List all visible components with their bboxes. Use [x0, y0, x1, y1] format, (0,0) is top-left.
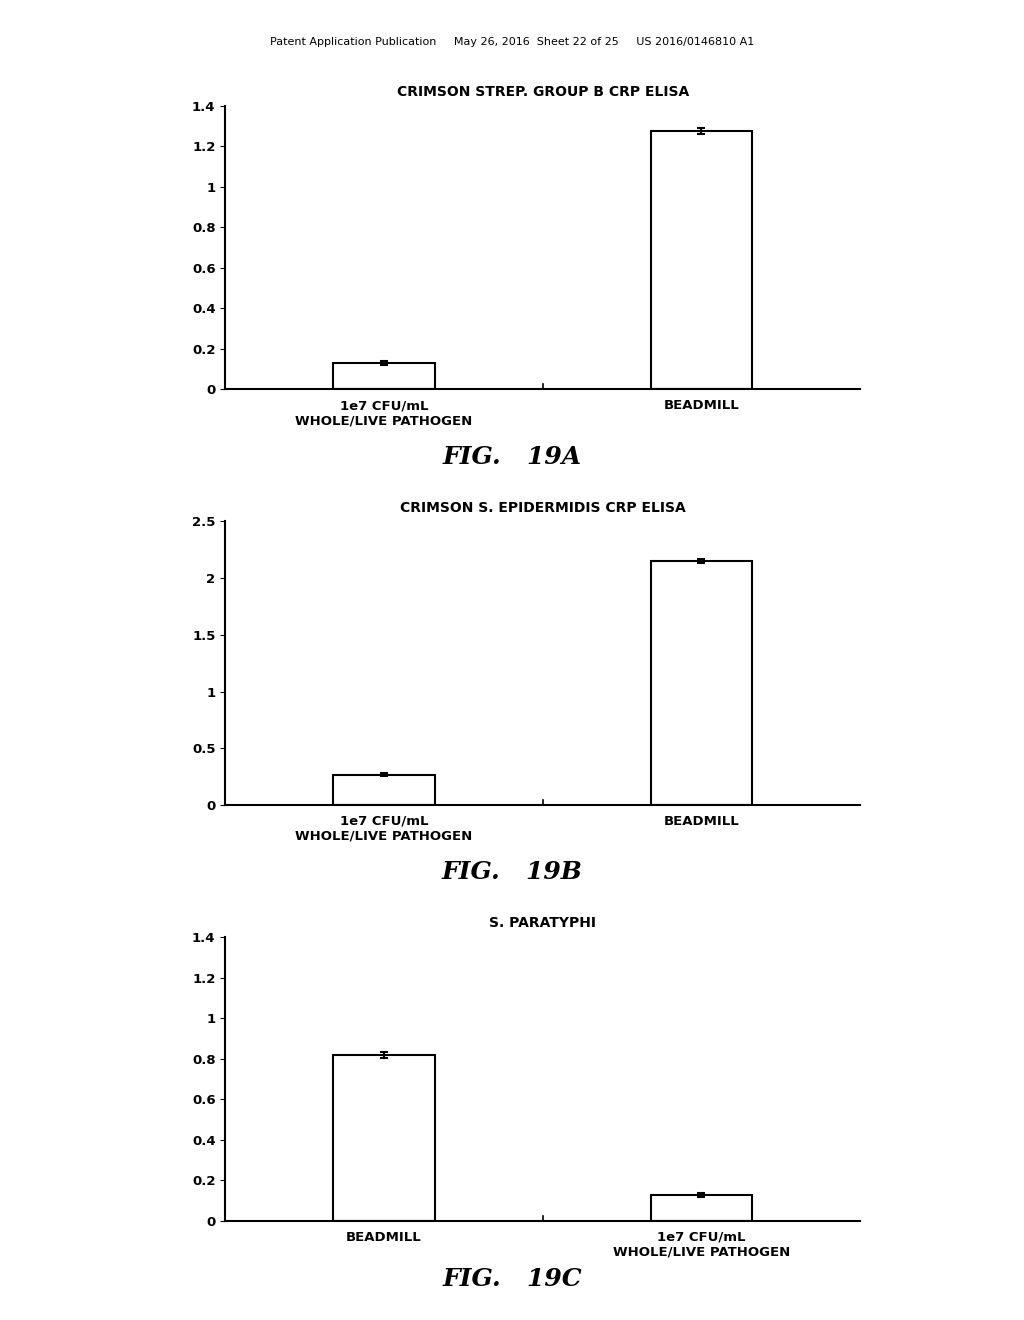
Title: CRIMSON STREP. GROUP B CRP ELISA: CRIMSON STREP. GROUP B CRP ELISA — [396, 84, 689, 99]
Bar — [650, 131, 753, 389]
Text: Patent Application Publication     May 26, 2016  Sheet 22 of 25     US 2016/0146: Patent Application Publication May 26, 2… — [270, 37, 754, 48]
Text: FIG.   19B: FIG. 19B — [441, 861, 583, 884]
Text: FIG.   19A: FIG. 19A — [442, 445, 582, 469]
Bar — [650, 1195, 753, 1221]
Title: CRIMSON S. EPIDERMIDIS CRP ELISA: CRIMSON S. EPIDERMIDIS CRP ELISA — [399, 500, 686, 515]
Title: S. PARATYPHI: S. PARATYPHI — [489, 916, 596, 931]
Bar — [333, 1055, 435, 1221]
Text: FIG.   19C: FIG. 19C — [442, 1267, 582, 1291]
Bar — [333, 775, 435, 805]
Bar — [650, 561, 753, 805]
Bar — [333, 363, 435, 389]
